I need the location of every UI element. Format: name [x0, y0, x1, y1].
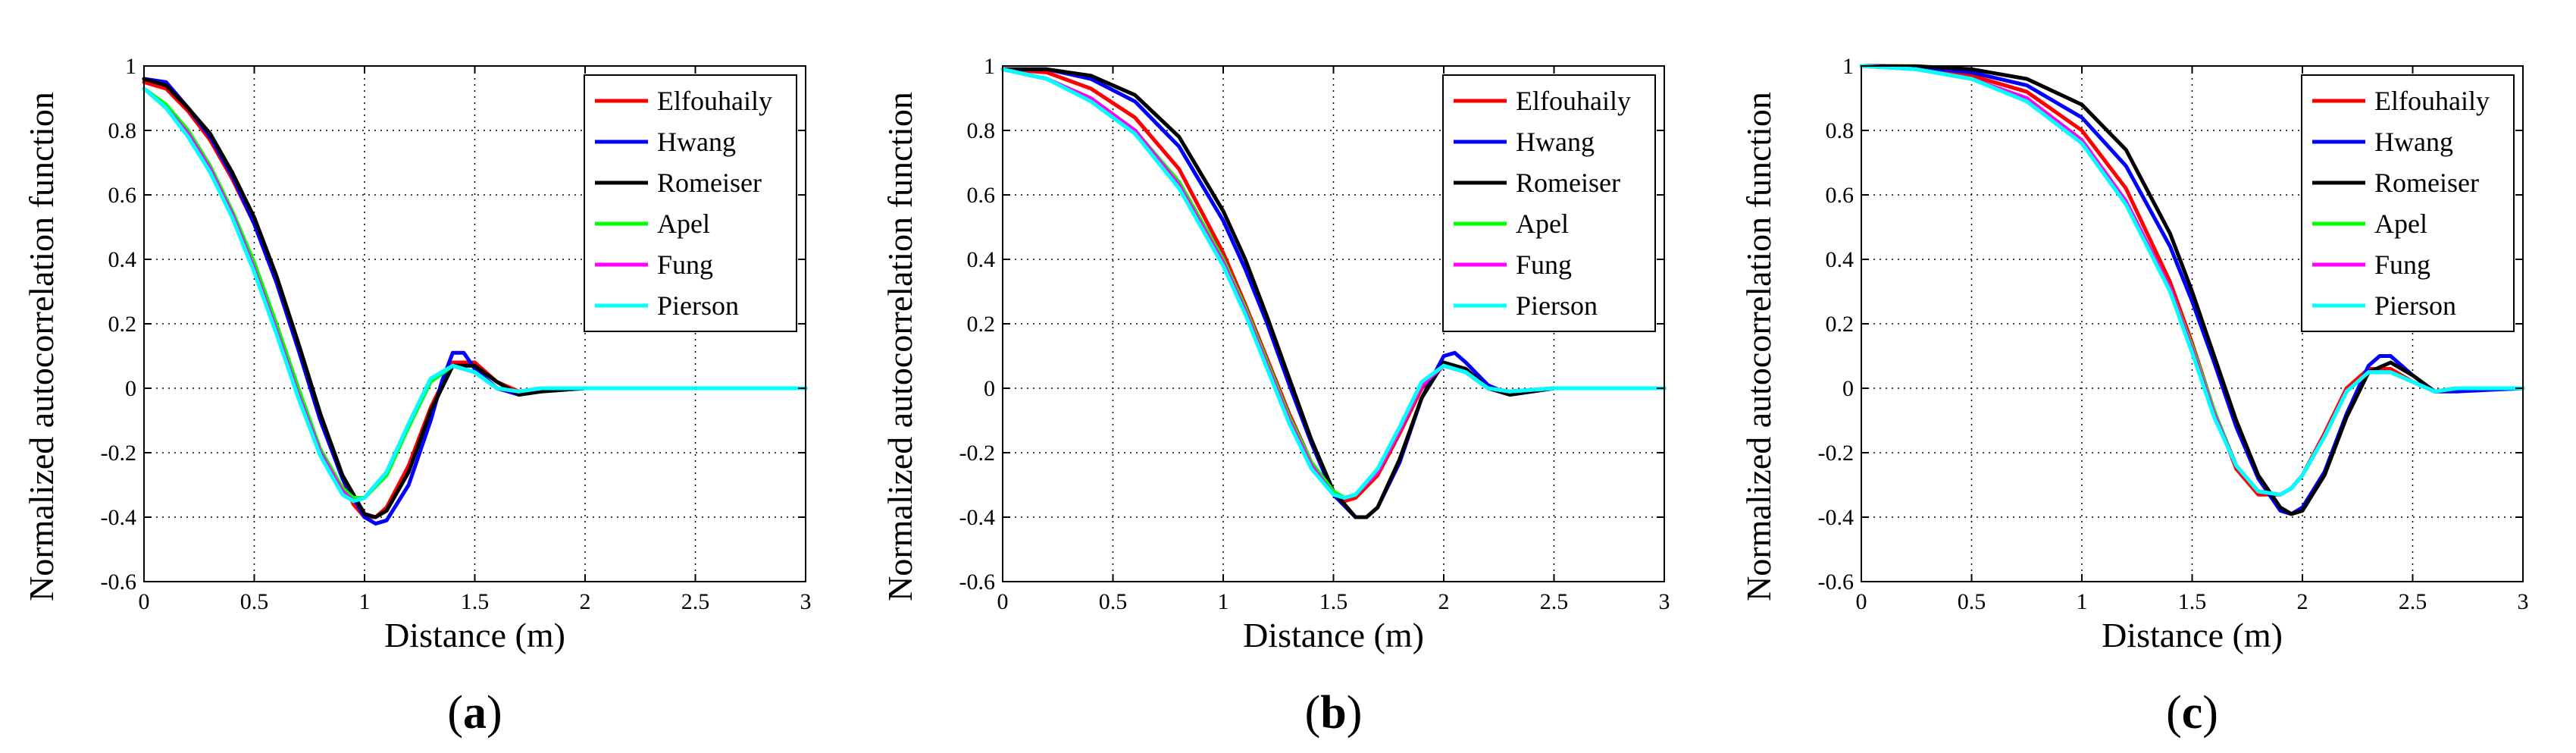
y-tick-label: -0.4 [959, 505, 996, 530]
x-tick-label: 1.5 [2178, 589, 2207, 614]
y-tick-label: 1 [984, 54, 995, 79]
legend-box [1442, 74, 1656, 332]
x-tick-label: 1 [1218, 589, 1229, 614]
y-tick-label: -0.4 [1818, 505, 1855, 530]
y-tick-label: -0.4 [101, 505, 137, 530]
series-line-pierson [142, 86, 808, 504]
y-tick-label: -0.6 [959, 569, 996, 595]
legend-label-apel: Apel [2374, 209, 2427, 239]
legend-label-romeiser: Romeiser [657, 168, 762, 198]
y-tick-label: 0.8 [1826, 118, 1855, 143]
y-axis-label: Normalized autocorrelation function [22, 92, 61, 601]
series-line-pierson [1859, 64, 2525, 497]
legend-label-apel: Apel [1516, 209, 1569, 239]
y-tick-label: 0 [1842, 376, 1854, 401]
y-tick-label: 0.4 [108, 247, 137, 272]
legend-label-elfouhaily: Elfouhaily [1516, 86, 1631, 116]
x-tick-label: 3 [2518, 589, 2529, 614]
y-tick-label: -0.6 [1818, 569, 1855, 595]
series-line-romeiser [142, 77, 808, 519]
y-tick-label: 0.6 [967, 183, 996, 208]
x-tick-label: 1.5 [1319, 589, 1348, 614]
legend-label-hwang: Hwang [657, 127, 736, 157]
y-tick-label: -0.2 [959, 441, 996, 466]
y-tick-label: 0.2 [967, 312, 996, 337]
legend-label-romeiser: Romeiser [2374, 168, 2479, 198]
legend-label-fung: Fung [2374, 249, 2430, 280]
x-tick-label: 1 [2077, 589, 2088, 614]
y-tick-label: -0.2 [1818, 441, 1855, 466]
legend-label-pierson: Pierson [2374, 290, 2456, 321]
x-tick-label: 0.5 [1958, 589, 1986, 614]
x-tick-label: 0 [1856, 589, 1867, 614]
chart-panel-c: 0 0.5 1 1.5 2 2.5 3 1 0.8 0.6 0.4 0.2 0 -0.2 -0.4 -0.6 D… [1717, 0, 2576, 753]
panel-label: (a) [447, 687, 502, 739]
x-axis-label: Distance (m) [384, 616, 565, 654]
x-tick-label: 0.5 [1099, 589, 1128, 614]
y-axis-label: Normalized autocorrelation function [1739, 92, 1778, 601]
x-tick-label: 0.5 [240, 589, 269, 614]
chart-b-svg: 0 0.5 1 1.5 2 2.5 3 1 0.8 0.6 0.4 0.2 0 -0.2 -0.4 -0.6 D… [881, 54, 1670, 739]
x-tick-label: 2 [1438, 589, 1450, 614]
y-tick-label: -0.6 [101, 569, 137, 595]
y-tick-label: 1 [125, 54, 136, 79]
chart-panel-b: 0 0.5 1 1.5 2 2.5 3 1 0.8 0.6 0.4 0.2 0 -0.2 -0.4 -0.6 D… [859, 0, 1717, 753]
chart-panel-a: 0 0.5 1 1.5 2 2.5 3 1 0.8 0.6 0.4 0.2 0 -0.2 -0.4 -0.6 D… [0, 0, 859, 753]
y-tick-label: 0.6 [108, 183, 137, 208]
legend-label-hwang: Hwang [2374, 127, 2453, 157]
y-tick-label: 0.8 [967, 118, 996, 143]
legend-label-romeiser: Romeiser [1516, 168, 1620, 198]
y-tick-label: 0.4 [967, 247, 996, 272]
legend-label-pierson: Pierson [1516, 290, 1598, 321]
x-tick-label: 2 [580, 589, 591, 614]
legend-label-fung: Fung [1516, 249, 1572, 280]
legend-box [584, 74, 797, 332]
x-tick-label: 2 [2297, 589, 2308, 614]
legend-label-pierson: Pierson [657, 290, 739, 321]
chart-a-svg: 0 0.5 1 1.5 2 2.5 3 1 0.8 0.6 0.4 0.2 0 -0.2 -0.4 -0.6 D… [22, 54, 812, 739]
y-tick-label: 0 [125, 376, 136, 401]
x-tick-label: 2.5 [681, 589, 710, 614]
y-tick-label: 0.6 [1826, 183, 1855, 208]
y-tick-label: -0.2 [101, 441, 137, 466]
panel-label: (b) [1305, 687, 1363, 739]
series-line-hwang [1859, 64, 2525, 516]
y-tick-label: 0.2 [108, 312, 137, 337]
chart-c-svg: 0 0.5 1 1.5 2 2.5 3 1 0.8 0.6 0.4 0.2 0 -0.2 -0.4 -0.6 D… [1739, 54, 2529, 739]
x-tick-label: 0 [139, 589, 150, 614]
y-tick-label: 0.2 [1826, 312, 1855, 337]
x-tick-label: 0 [997, 589, 1009, 614]
legend-label-elfouhaily: Elfouhaily [657, 86, 772, 116]
y-tick-label: 0 [984, 376, 995, 401]
panel-label: (c) [2166, 687, 2218, 739]
x-tick-label: 3 [1659, 589, 1670, 614]
y-tick-label: 0.8 [108, 118, 137, 143]
y-tick-label: 0.4 [1826, 247, 1855, 272]
x-tick-label: 2.5 [2399, 589, 2427, 614]
legend-label-fung: Fung [657, 249, 713, 280]
y-tick-label: 1 [1842, 54, 1854, 79]
x-axis-label: Distance (m) [2102, 616, 2283, 654]
x-tick-label: 1.5 [461, 589, 490, 614]
x-tick-label: 3 [800, 589, 812, 614]
series-line-pierson [1000, 67, 1667, 500]
y-axis-label: Normalized autocorrelation function [881, 92, 919, 601]
x-axis-label: Distance (m) [1243, 616, 1424, 654]
legend-label-elfouhaily: Elfouhaily [2374, 86, 2490, 116]
legend-box [2301, 74, 2515, 332]
legend-label-apel: Apel [657, 209, 710, 239]
x-tick-label: 1 [359, 589, 371, 614]
legend-label-hwang: Hwang [1516, 127, 1595, 157]
x-tick-label: 2.5 [1540, 589, 1569, 614]
